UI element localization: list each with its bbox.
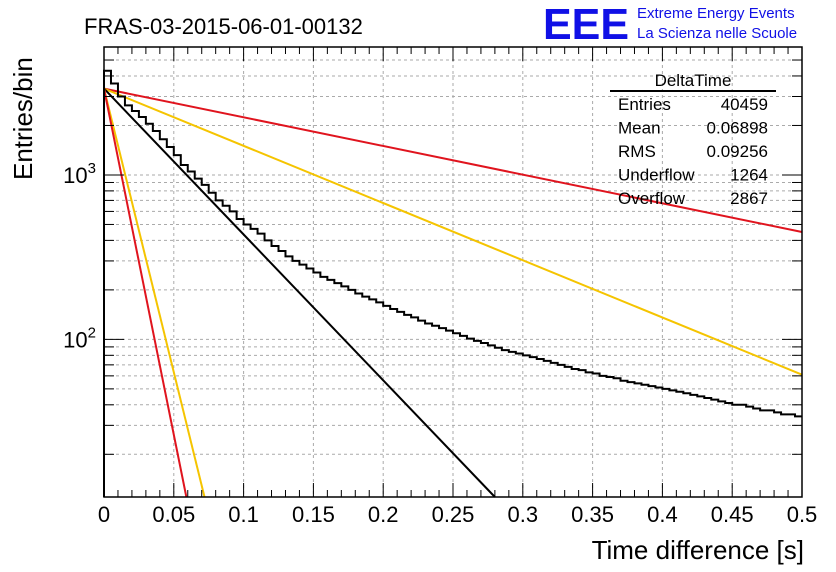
y-tick-label: 103 <box>63 160 96 188</box>
x-tick-label: 0 <box>98 502 110 527</box>
x-tick-label: 0.35 <box>571 502 614 527</box>
fit-line-3 <box>103 88 206 498</box>
fit-line-0 <box>103 87 803 233</box>
axis-ticks <box>103 46 803 497</box>
logo-text: EEE <box>543 0 629 49</box>
stats-row-value: 2867 <box>730 189 768 208</box>
x-tick-label: 0.1 <box>228 502 259 527</box>
stats-row-value: 0.06898 <box>707 119 768 138</box>
x-tick-label: 0.4 <box>647 502 678 527</box>
stats-rows: Entries 40459 Mean 0.06898 RMS 0.09256 Underfl… <box>618 95 768 208</box>
stats-row-value: 0.09256 <box>707 142 768 161</box>
y-tick-label: 102 <box>63 324 96 352</box>
x-tick-label: 0.15 <box>292 502 335 527</box>
stats-row-label: RMS <box>618 142 656 161</box>
x-axis-label: Time difference [s] <box>592 535 804 565</box>
stats-row-label: Entries <box>618 95 671 114</box>
stats-row-label: Overflow <box>618 189 686 208</box>
chart-title: FRAS-03-2015-06-01-00132 <box>84 14 363 39</box>
y-tick-label-exp: 2 <box>88 324 96 341</box>
logo-line1: Extreme Energy Events <box>637 5 795 22</box>
logo-line2: La Scienza nelle Scuole <box>637 25 797 42</box>
fit-lines <box>103 87 803 498</box>
x-tick-label: 0.2 <box>368 502 399 527</box>
stats-row-label: Mean <box>618 119 661 138</box>
stats-box: DeltaTime Entries 40459 Mean 0.06898 RMS 0.09… <box>610 71 776 208</box>
fit-line-4 <box>103 88 188 498</box>
eee-logo: EEE Extreme Energy Events La Scienza nel… <box>543 0 797 49</box>
y-tick-label-base: 10 <box>63 163 87 188</box>
x-tick-label: 0.3 <box>508 502 539 527</box>
grid-lines <box>104 46 802 497</box>
y-tick-label-exp: 3 <box>88 160 96 177</box>
stats-row-label: Underflow <box>618 166 695 185</box>
stats-title: DeltaTime <box>655 71 732 90</box>
fit-line-2 <box>103 87 496 498</box>
fit-line-1 <box>103 87 803 376</box>
x-tick-label: 0.45 <box>711 502 754 527</box>
y-tick-label-base: 10 <box>63 327 87 352</box>
y-axis-label: Entries/bin <box>8 57 38 180</box>
stats-row-value: 40459 <box>721 95 768 114</box>
histogram-deltatime <box>103 69 802 497</box>
stats-row-value: 1264 <box>730 166 768 185</box>
x-tick-label: 0.05 <box>152 502 195 527</box>
x-tick-label: 0.5 <box>787 502 818 527</box>
x-tick-labels: 0 0.05 0.1 0.15 0.2 0.25 0.3 0.35 0.4 0.45 0.5 <box>98 502 817 527</box>
x-tick-label: 0.25 <box>432 502 475 527</box>
